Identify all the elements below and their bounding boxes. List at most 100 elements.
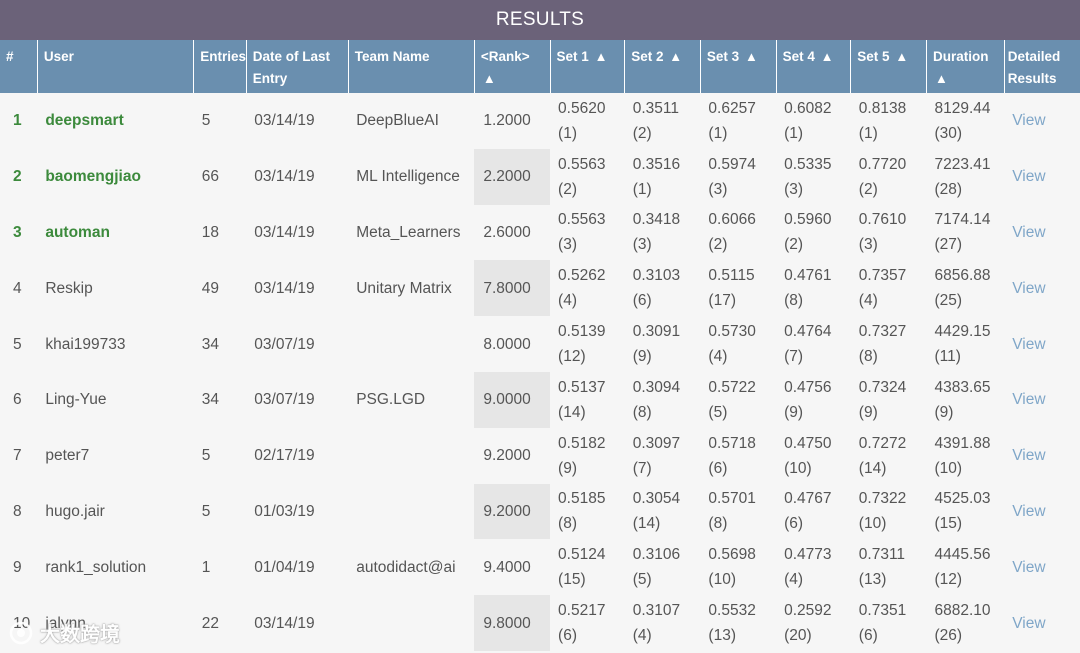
team-name: DeepBlueAI — [348, 93, 475, 149]
average-rank: 1.2000 — [474, 93, 551, 149]
average-rank: 9.2000 — [474, 427, 551, 484]
row-number: 6 — [0, 371, 38, 428]
col-header-team[interactable]: Team Name — [348, 40, 475, 93]
view-results-link[interactable]: View — [1012, 558, 1046, 576]
set5-rank: (9) — [858, 403, 878, 421]
set3-cell: 0.5974 (3) — [700, 148, 777, 205]
col-header-set4[interactable]: Set 4 ▲ — [776, 40, 852, 93]
average-rank: 9.0000 — [474, 371, 551, 428]
set4-cell: 0.4767 (6) — [776, 483, 851, 540]
view-results-link[interactable]: View — [1012, 223, 1046, 241]
sort-up-icon[interactable]: ▲ — [594, 49, 608, 64]
row-number: 5 — [0, 316, 38, 372]
duration-score: 8129.44 — [934, 99, 991, 117]
set4-score: 0.5335 — [784, 155, 832, 173]
user-name: baomengjiao — [37, 148, 194, 205]
row-number: 1 — [0, 93, 38, 149]
view-results-link[interactable]: View — [1012, 502, 1046, 520]
team-name — [348, 316, 475, 372]
set4-cell: 0.4750 (10) — [776, 427, 851, 484]
set5-rank: (8) — [858, 348, 878, 366]
set1-rank: (15) — [558, 571, 586, 589]
user-name: deepsmart — [37, 93, 194, 149]
watermark-text: 大数跨境 — [40, 624, 120, 646]
duration-score: 7174.14 — [934, 211, 991, 229]
duration-score: 6882.10 — [934, 602, 991, 620]
set5-score: 0.7322 — [858, 490, 907, 508]
set3-score: 0.5722 — [708, 378, 756, 396]
set4-cell: 0.4756 (9) — [776, 371, 851, 428]
col-header-set1[interactable]: Set 1 ▲ — [550, 40, 626, 93]
col-header-entries[interactable]: Entries — [193, 40, 247, 93]
set4-rank: (7) — [784, 348, 804, 366]
col-header-user[interactable]: User — [37, 40, 195, 93]
view-results-link[interactable]: View — [1012, 447, 1046, 465]
duration-cell: 6882.10 (26) — [926, 595, 1005, 651]
table-row: 6 Ling-Yue 34 03/07/19 PSG.LGD 9.0000 0.5137 (1… — [0, 371, 1080, 428]
set3-rank: (3) — [708, 180, 728, 198]
row-number: 9 — [0, 539, 38, 596]
set2-rank: (2) — [632, 124, 652, 142]
set1-rank: (4) — [558, 292, 577, 310]
set3-rank: (13) — [708, 627, 736, 645]
col-header-date[interactable]: Date of Last Entry — [246, 40, 349, 93]
entries-count: 22 — [193, 595, 247, 651]
duration-cell: 4383.65 (9) — [926, 371, 1005, 428]
user-name: Reskip — [37, 260, 194, 317]
sort-up-icon[interactable]: ▲ — [820, 49, 834, 64]
col-header-rank[interactable]: <Rank> ▲ — [474, 40, 551, 93]
team-name — [348, 427, 475, 484]
set2-score: 0.3511 — [632, 99, 679, 117]
sort-up-icon[interactable]: ▲ — [482, 71, 496, 86]
team-name — [348, 483, 475, 540]
detailed-results-cell: View — [1004, 204, 1080, 261]
set3-score: 0.6257 — [708, 99, 756, 117]
duration-cell: 4429.15 (11) — [926, 316, 1005, 372]
duration-rank: (30) — [934, 124, 963, 142]
col-header-duration[interactable]: Duration ▲ — [926, 40, 1005, 93]
duration-cell: 4445.56 (12) — [926, 539, 1005, 596]
entries-count: 34 — [193, 371, 247, 428]
set5-score: 0.7327 — [858, 323, 907, 341]
set1-score: 0.5124 — [558, 546, 606, 564]
set3-cell: 0.5722 (5) — [700, 371, 777, 428]
set4-cell: 0.4773 (4) — [776, 539, 851, 596]
view-results-link[interactable]: View — [1012, 112, 1046, 130]
set2-cell: 0.3103 (6) — [624, 260, 701, 317]
team-name: ML Intelligence — [348, 148, 475, 205]
set1-cell: 0.5563 (2) — [550, 148, 625, 205]
set1-cell: 0.5262 (4) — [550, 260, 625, 317]
view-results-link[interactable]: View — [1012, 335, 1046, 353]
sort-up-icon[interactable]: ▲ — [669, 49, 683, 64]
set3-rank: (6) — [708, 459, 728, 477]
view-results-link[interactable]: View — [1012, 168, 1046, 186]
sort-up-icon[interactable]: ▲ — [895, 49, 909, 64]
col-header-label: Entries — [200, 49, 247, 64]
set2-rank: (7) — [632, 459, 652, 477]
set1-rank: (8) — [558, 515, 577, 533]
view-results-link[interactable]: View — [1012, 391, 1046, 409]
last-entry-date: 03/14/19 — [246, 204, 349, 261]
col-header-label: Date of Last Entry — [252, 49, 331, 86]
set4-rank: (4) — [784, 571, 804, 589]
table-row: 2 baomengjiao 66 03/14/19 ML Intelligence 2.2… — [0, 148, 1080, 205]
col-header-set3[interactable]: Set 3 ▲ — [700, 40, 777, 93]
team-name: Unitary Matrix — [348, 260, 475, 317]
sort-up-icon[interactable]: ▲ — [934, 71, 948, 86]
detailed-results-cell: View — [1004, 148, 1080, 205]
set2-rank: (9) — [632, 348, 652, 366]
view-results-link[interactable]: View — [1012, 614, 1046, 632]
sort-up-icon[interactable]: ▲ — [744, 49, 758, 64]
view-results-link[interactable]: View — [1012, 279, 1046, 297]
set3-rank: (17) — [708, 292, 736, 310]
set4-rank: (9) — [784, 403, 804, 421]
set2-score: 0.3097 — [632, 434, 681, 452]
set4-score: 0.4764 — [784, 323, 832, 341]
duration-score: 4383.65 — [934, 378, 991, 396]
set5-rank: (14) — [858, 459, 887, 477]
col-header-set2[interactable]: Set 2 ▲ — [624, 40, 701, 93]
row-number: 3 — [0, 204, 38, 261]
set2-cell: 0.3516 (1) — [624, 148, 701, 205]
col-header-set5[interactable]: Set 5 ▲ — [850, 40, 927, 93]
set5-score: 0.7324 — [858, 378, 907, 396]
